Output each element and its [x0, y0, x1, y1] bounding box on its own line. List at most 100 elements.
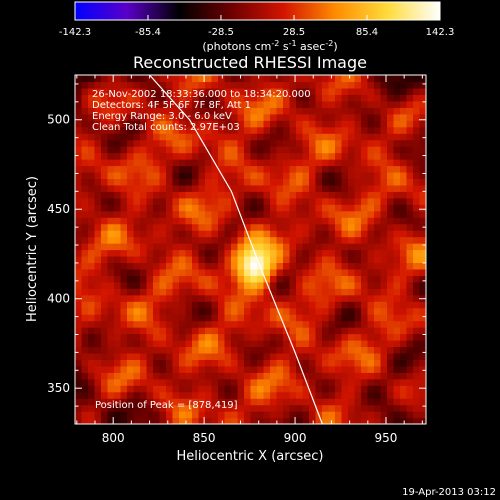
heatmap-cell	[146, 346, 154, 354]
heatmap-cell	[400, 236, 408, 244]
heatmap-cell	[276, 197, 284, 205]
heatmap-cell	[296, 217, 304, 225]
heatmap-cell	[250, 159, 258, 167]
heatmap-cell	[120, 314, 128, 322]
heatmap-cell	[283, 204, 291, 212]
heatmap-cell	[114, 346, 122, 354]
heatmap-cell	[374, 333, 382, 341]
heatmap-cell	[374, 268, 382, 276]
heatmap-cell	[400, 146, 408, 154]
heatmap-cell	[315, 81, 323, 89]
heatmap-cell	[335, 398, 343, 406]
heatmap-cell	[341, 411, 349, 419]
heatmap-cell	[250, 307, 258, 315]
heatmap-cell	[289, 230, 297, 238]
heatmap-cell	[270, 307, 278, 315]
heatmap-cell	[81, 178, 89, 186]
heatmap-cell	[244, 217, 252, 225]
x-tick-label: 900	[284, 431, 307, 445]
heatmap-cell	[107, 152, 115, 160]
heatmap-cell	[101, 301, 109, 309]
heatmap-cell	[400, 230, 408, 238]
heatmap-cell	[107, 178, 115, 186]
heatmap-cell	[218, 230, 226, 238]
heatmap-cell	[348, 204, 356, 212]
heatmap-cell	[114, 236, 122, 244]
chart-title: Reconstructed RHESSI Image	[133, 53, 367, 72]
heatmap-cell	[335, 230, 343, 238]
heatmap-cell	[166, 378, 174, 386]
heatmap-cell	[133, 197, 141, 205]
heatmap-cell	[101, 81, 109, 89]
heatmap-cell	[367, 372, 375, 380]
heatmap-cell	[335, 391, 343, 399]
heatmap-cell	[107, 126, 115, 134]
heatmap-cell	[296, 288, 304, 296]
heatmap-cell	[400, 346, 408, 354]
heatmap-cell	[393, 327, 401, 335]
heatmap-cell	[198, 404, 206, 412]
heatmap-cell	[406, 146, 414, 154]
heatmap-cell	[367, 411, 375, 419]
heatmap-cell	[413, 243, 421, 251]
heatmap-cell	[94, 184, 102, 192]
heatmap-cell	[335, 133, 343, 141]
heatmap-cell	[166, 385, 174, 393]
heatmap-cell	[257, 159, 265, 167]
heatmap-cell	[244, 159, 252, 167]
heatmap-cell	[231, 320, 239, 328]
heatmap-cell	[140, 159, 148, 167]
heatmap-cell	[380, 255, 388, 264]
heatmap-cell	[257, 120, 265, 128]
heatmap-cell	[114, 139, 122, 147]
heatmap-cell	[283, 120, 291, 128]
heatmap-cell	[270, 262, 278, 270]
heatmap-cell	[270, 281, 278, 289]
heatmap-cell	[224, 365, 232, 373]
heatmap-cell	[159, 346, 167, 354]
heatmap-cell	[81, 197, 89, 205]
heatmap-cell	[94, 359, 102, 367]
heatmap-cell	[400, 100, 408, 108]
heatmap-cell	[133, 398, 141, 406]
heatmap-cell	[419, 378, 426, 386]
heatmap-cell	[296, 159, 304, 167]
heatmap-cell	[302, 346, 310, 354]
heatmap-cell	[406, 159, 414, 167]
heatmap-cell	[283, 314, 291, 322]
heatmap-cell	[101, 178, 109, 186]
heatmap-cell	[198, 307, 206, 315]
heatmap-cell	[244, 359, 252, 367]
heatmap-cell	[367, 107, 375, 115]
heatmap-cell	[354, 378, 362, 386]
heatmap-cell	[237, 236, 245, 244]
heatmap-cell	[302, 314, 310, 322]
heatmap-cell	[244, 255, 252, 264]
heatmap-cell	[380, 301, 388, 309]
heatmap-cell	[185, 139, 193, 147]
heatmap-cell	[257, 94, 265, 102]
heatmap-cell	[380, 339, 388, 348]
heatmap-cell	[367, 230, 375, 238]
heatmap-cell	[237, 339, 245, 348]
heatmap-cell	[380, 159, 388, 167]
heatmap-cell	[244, 75, 252, 83]
heatmap-cell	[289, 204, 297, 212]
heatmap-cell	[374, 146, 382, 154]
heatmap-cell	[270, 365, 278, 373]
heatmap-cell	[101, 107, 109, 115]
heatmap-cell	[159, 75, 167, 83]
heatmap-cell	[172, 411, 180, 419]
heatmap-cell	[341, 320, 349, 328]
heatmap-cell	[341, 75, 349, 83]
heatmap-cell	[387, 385, 395, 393]
heatmap-cell	[205, 191, 213, 199]
heatmap-cell	[146, 178, 154, 186]
heatmap-cell	[361, 307, 369, 315]
heatmap-cell	[367, 87, 375, 95]
heatmap-cell	[302, 243, 310, 251]
heatmap-cell	[406, 255, 414, 264]
heatmap-cell	[289, 262, 297, 270]
heatmap-cell	[224, 243, 232, 251]
heatmap-cell	[224, 411, 232, 419]
